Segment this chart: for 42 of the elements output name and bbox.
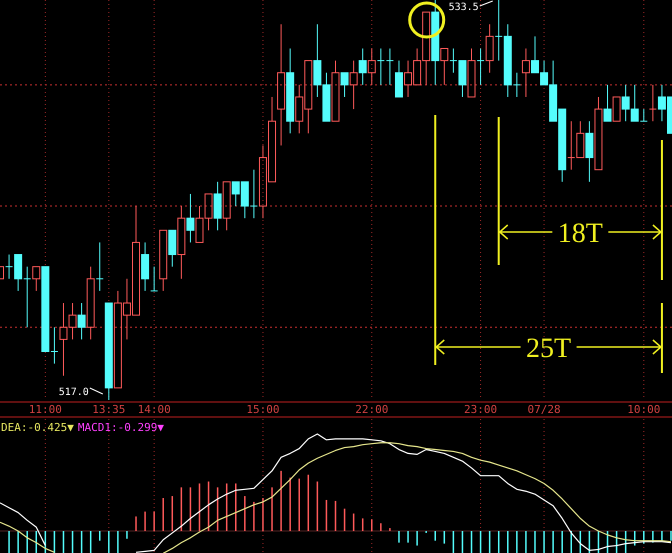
x-tick-label: 07/28 — [527, 403, 561, 416]
x-tick-label: 15:00 — [246, 403, 280, 416]
candlestick — [159, 230, 168, 292]
candlestick — [494, 0, 503, 62]
candlestick — [376, 48, 385, 86]
x-tick-label: 10:00 — [627, 403, 660, 416]
x-tick-label: 11:00 — [28, 403, 62, 416]
candlestick — [476, 48, 485, 86]
annotation: 517.0 — [58, 387, 89, 398]
candlestick — [222, 181, 231, 231]
candlestick — [332, 60, 340, 122]
candlestick — [186, 193, 194, 243]
candlestick — [340, 72, 349, 98]
candlestick — [78, 302, 86, 340]
candlestick — [612, 96, 621, 122]
text: MACD1:-0.299▼ — [78, 421, 164, 434]
candlestick — [350, 60, 358, 110]
candlestick — [640, 108, 648, 122]
candlestick — [386, 48, 394, 86]
annotation: 25T — [526, 333, 572, 364]
x-tick-label: 14:00 — [138, 403, 171, 416]
annotation: 18T — [558, 218, 603, 249]
candlestick — [150, 266, 158, 292]
candlestick — [440, 48, 448, 86]
candlestick — [468, 48, 476, 98]
candlestick — [648, 84, 657, 122]
annotation: 533.5 — [448, 2, 479, 13]
candlestick — [522, 48, 530, 98]
candlestick — [486, 24, 494, 74]
candlestick — [594, 96, 602, 170]
candlestick — [86, 266, 95, 340]
candlestick — [177, 206, 186, 280]
candlestick — [368, 48, 376, 86]
x-tick-label: 13:35 — [92, 403, 126, 416]
candlestick — [32, 266, 40, 292]
text: DEA:-0.425▼ — [1, 421, 74, 434]
x-tick-label: 23:00 — [464, 403, 498, 416]
candlestick — [358, 48, 367, 86]
candlestick — [277, 24, 286, 146]
candlestick — [96, 242, 104, 292]
x-tick-label: 22:00 — [355, 403, 388, 416]
candlestick — [604, 84, 612, 122]
